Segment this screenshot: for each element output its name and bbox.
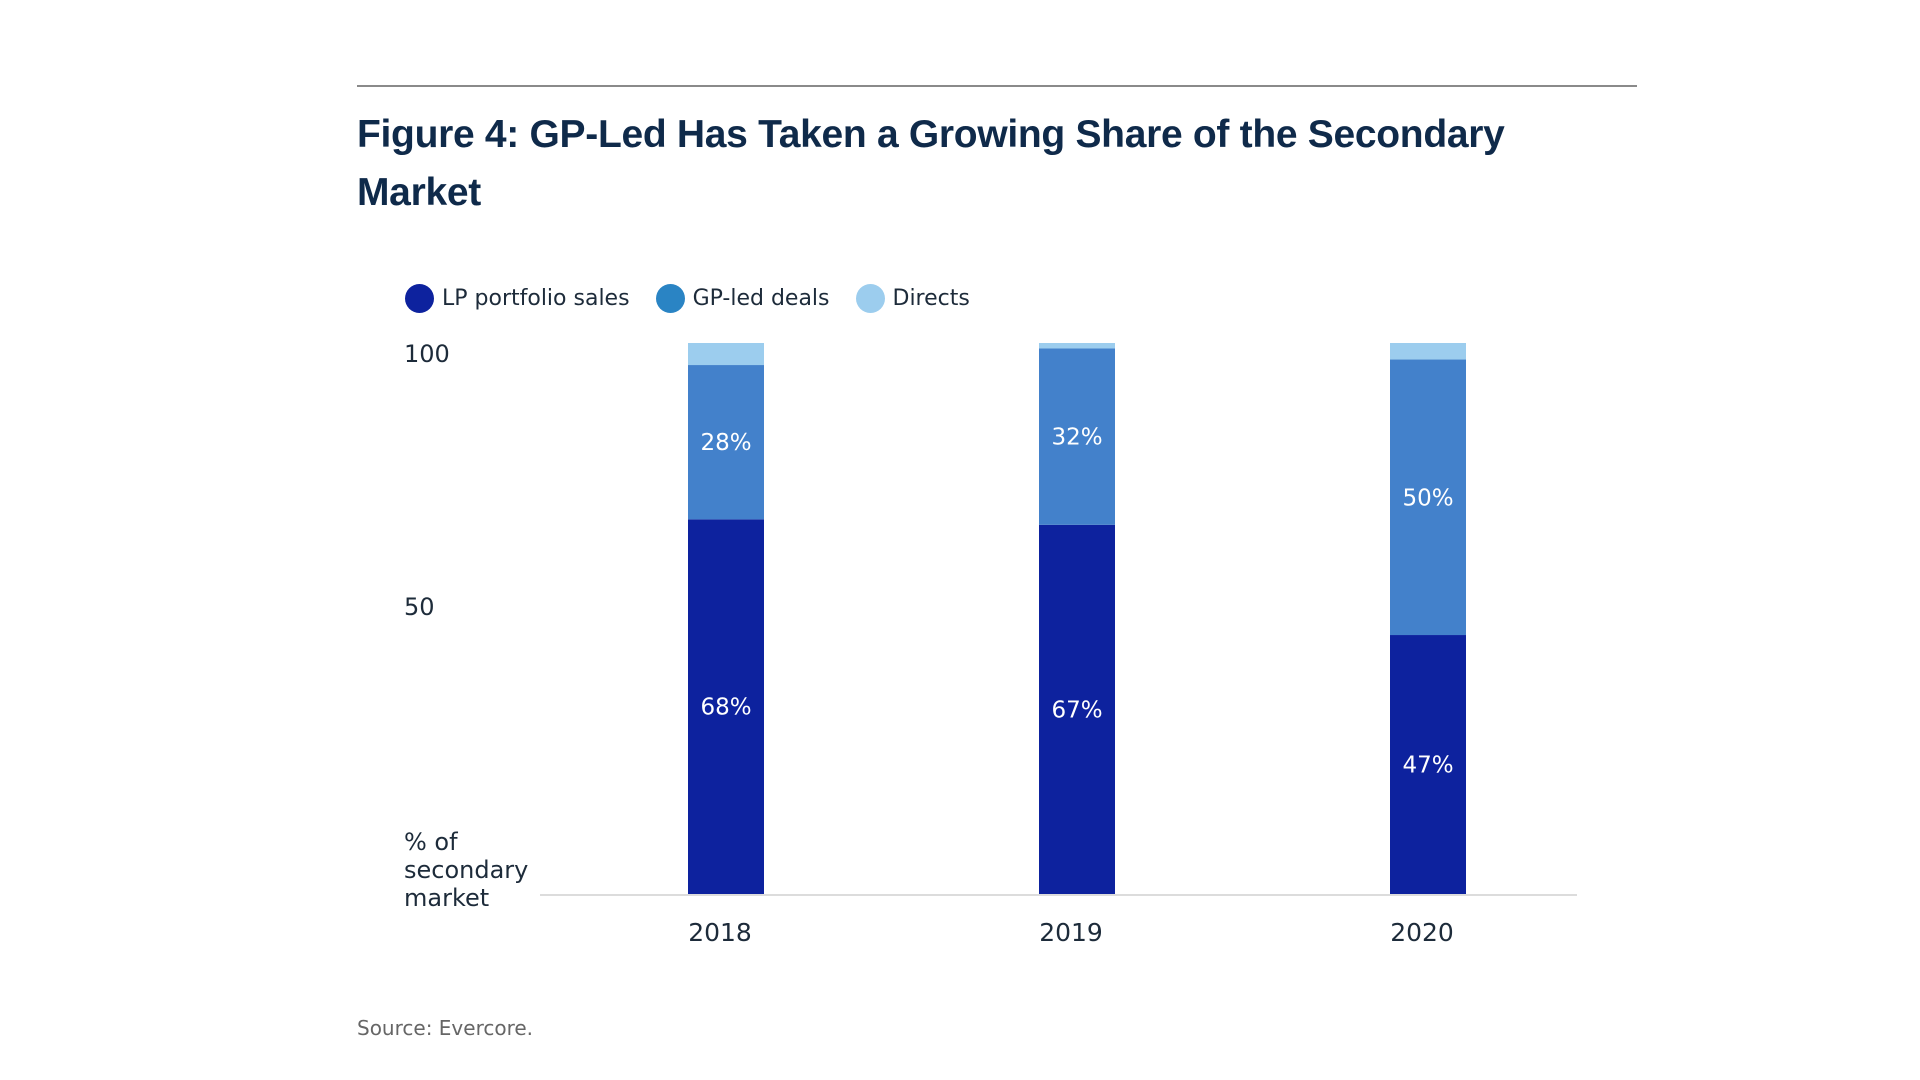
bar-group-2020: 47% 50% (1390, 343, 1466, 894)
legend-swatch-gp-led-deals (655, 283, 685, 313)
chart-legend: LP portfolio sales GP-led deals Directs (405, 282, 996, 314)
source-note: Source: Evercore. (357, 1016, 534, 1040)
bar-segment-lp-portfolio-sales-2018 (688, 519, 764, 894)
y-axis-title-line: secondary (404, 856, 528, 884)
bar-segment-lp-portfolio-sales-2019 (1039, 524, 1115, 894)
y-tick-label-50: 50 (404, 593, 435, 621)
legend-label: Directs (892, 285, 970, 311)
legend-item-lp-portfolio-sales: LP portfolio sales (405, 283, 630, 313)
figure-title: Figure 4: GP-Led Has Taken a Growing Sha… (357, 113, 1505, 214)
bar-segment-gp-led-deals-2019 (1039, 348, 1115, 525)
bar-group-2018: 68% 28% (688, 343, 764, 894)
title-rule (357, 85, 1637, 87)
x-tick-label-2020: 2020 (1390, 918, 1454, 947)
legend-label: LP portfolio sales (442, 285, 630, 311)
x-tick-label-2018: 2018 (688, 918, 752, 947)
y-tick-label-100: 100 (404, 340, 450, 368)
bar-segment-directs-2019 (1039, 343, 1115, 349)
data-label-gp-led-deals-2019: 32% (1051, 425, 1102, 451)
bar-segment-gp-led-deals-2020 (1390, 359, 1466, 636)
data-label-gp-led-deals-2020: 50% (1402, 485, 1453, 511)
legend-item-gp-led-deals: GP-led deals (655, 283, 830, 313)
data-label-lp-portfolio-sales-2019: 67% (1051, 697, 1102, 723)
data-label-lp-portfolio-sales-2020: 47% (1402, 753, 1453, 779)
bar-segment-lp-portfolio-sales-2020 (1390, 635, 1466, 894)
y-axis-ticks: 50 100 (404, 340, 450, 621)
bar-group-2019: 67% 32% (1039, 343, 1115, 894)
bar-segment-directs-2020 (1390, 343, 1466, 360)
legend-swatch-lp-portfolio-sales (405, 283, 434, 313)
y-axis-title-line: % of (404, 828, 458, 856)
bar-segment-gp-led-deals-2018 (688, 365, 764, 520)
bars: 68% 28% 67% 32% 47% 50% (688, 343, 1466, 894)
legend-label: GP-led deals (692, 285, 830, 311)
x-axis-ticks: 2018 2019 2020 (688, 918, 1454, 947)
x-tick-label-2019: 2019 (1039, 918, 1103, 947)
bar-segment-directs-2018 (688, 343, 764, 366)
data-label-gp-led-deals-2018: 28% (700, 430, 751, 456)
data-label-lp-portfolio-sales-2018: 68% (700, 695, 751, 721)
legend-swatch-directs (855, 283, 885, 313)
y-axis-title-line: market (404, 884, 489, 912)
legend-item-directs: Directs (855, 283, 970, 313)
